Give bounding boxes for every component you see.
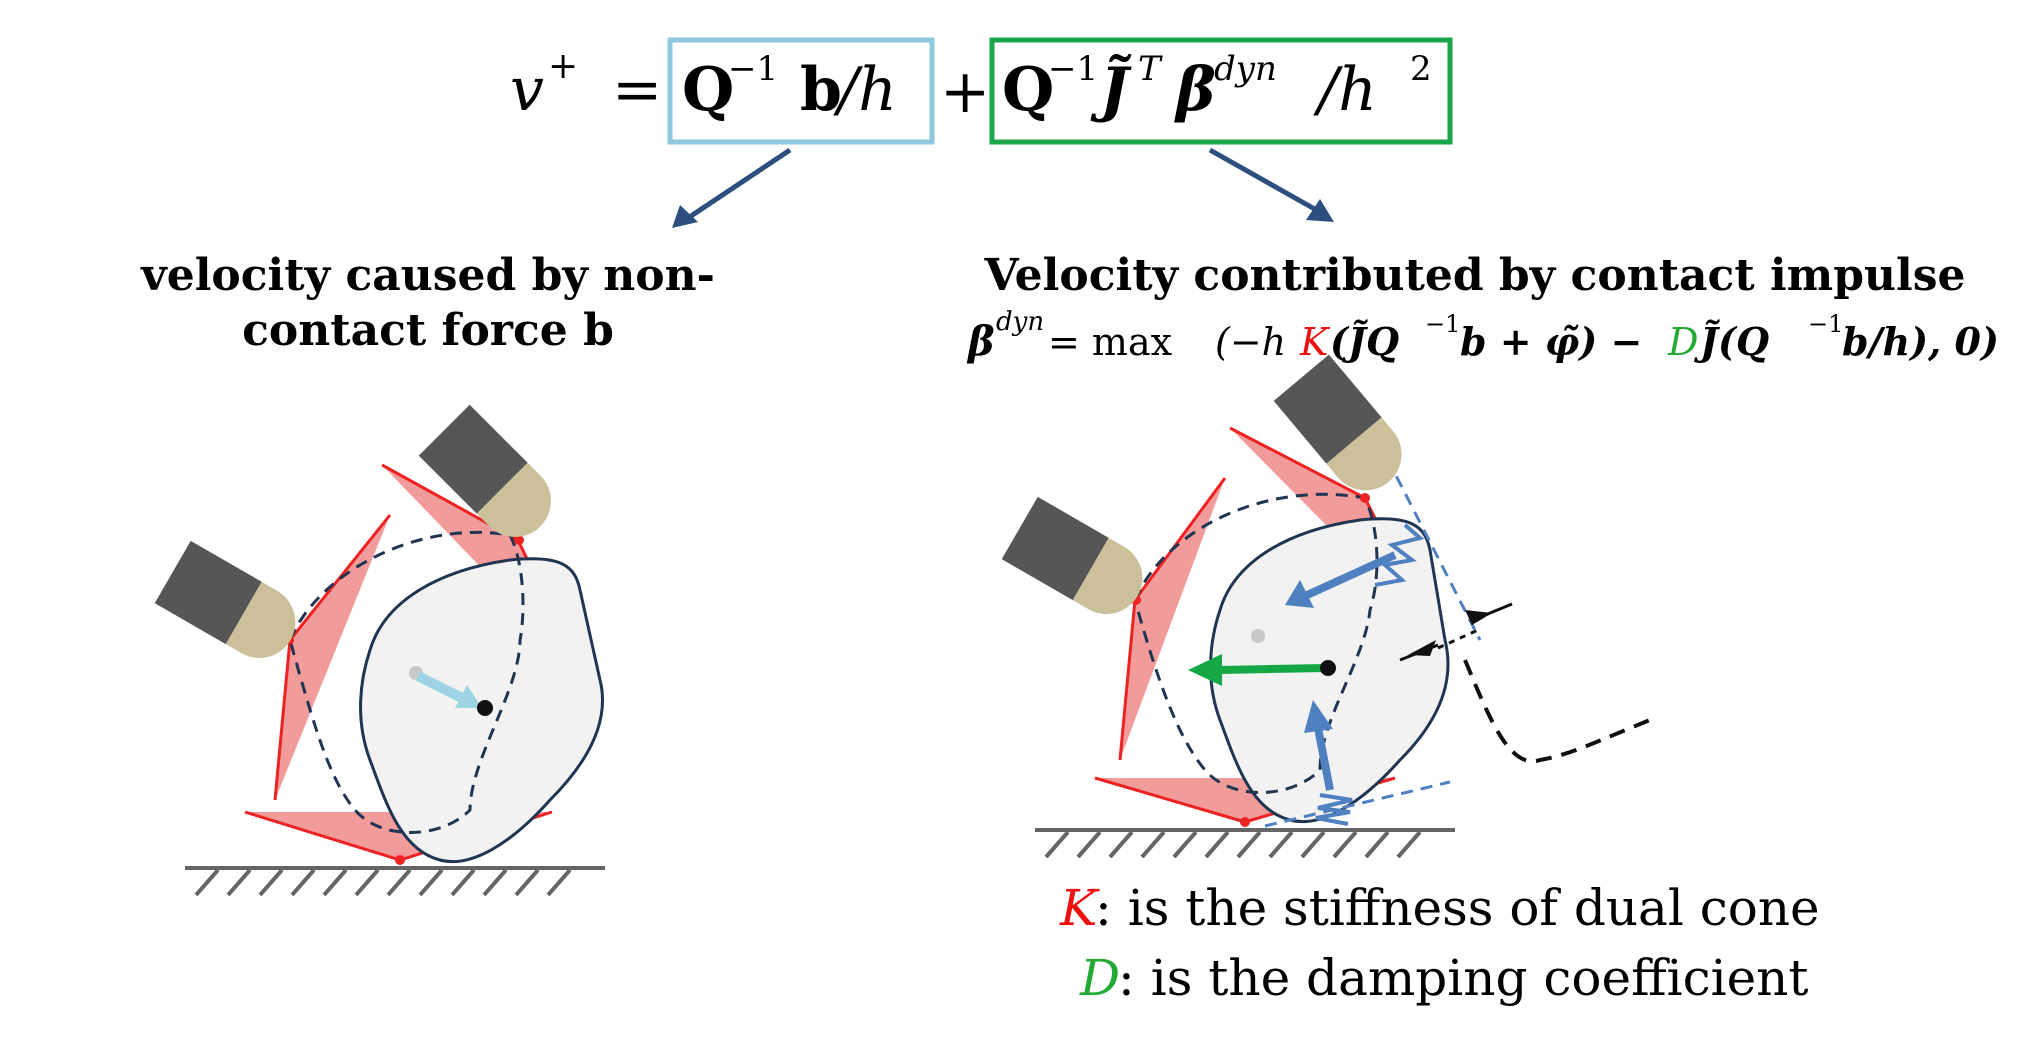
impulse-arrow-top — [1303, 551, 1397, 600]
arrow-to-right-caption — [1208, 147, 1322, 215]
eq-equals: = — [612, 55, 662, 125]
formula-part3: b + φ̃) − — [1460, 319, 1642, 364]
gripper-side-right — [1001, 496, 1143, 614]
box2-beta: β — [1174, 55, 1216, 125]
formula-part5: b/h), 0) — [1842, 319, 1999, 364]
gap-arrowhead-left — [1408, 640, 1436, 656]
legend-K-symbol: K — [1059, 879, 1100, 937]
legend-K-text: : is the stiffness of dual cone — [1095, 879, 1820, 937]
com-current-right — [1320, 660, 1336, 676]
noncontact-term-box — [667, 37, 935, 145]
box1-Q: Q — [682, 55, 734, 125]
gripper-side-left — [154, 540, 296, 658]
gap-arrow-right — [1477, 602, 1513, 620]
formula-beta-sup: dyn — [996, 307, 1044, 337]
gripper-tip — [476, 462, 551, 537]
contact-term-box — [989, 37, 1453, 145]
left-caption-line1: velocity caused by non- — [140, 250, 715, 301]
gripper-tip — [1072, 537, 1143, 614]
formula-part2: (J̃Q — [1330, 319, 1399, 364]
legend-D-text: : is the damping coefficient — [1118, 949, 1808, 1007]
trajectory-curve — [1463, 659, 1651, 764]
formula-sup2: −1 — [1808, 310, 1843, 338]
right-illustration — [1001, 354, 1651, 859]
velocity-arrow-left — [415, 671, 465, 703]
spring-top — [1374, 523, 1425, 587]
com-current-left — [477, 700, 493, 716]
gripper-body — [1273, 354, 1382, 464]
box1-Q-sup: −1 — [728, 49, 778, 89]
gripper-top-left — [418, 404, 551, 537]
object-previous-left — [288, 530, 525, 834]
gripper-body — [418, 404, 528, 514]
gap-arrow-left — [1399, 643, 1439, 662]
formula-part4: J̃(Q — [1694, 319, 1769, 364]
eq-lhs: v — [510, 55, 544, 125]
formula-eq-max: = max — [1048, 320, 1172, 364]
box2-rest: /h — [1313, 55, 1377, 125]
box1-b: b — [800, 55, 842, 125]
box1-rest: /h — [833, 55, 897, 125]
box2-Q-sup: −1 — [1048, 49, 1098, 89]
eq-plus: + — [940, 57, 990, 127]
formula-beta: β — [966, 318, 995, 365]
formula-sup1: −1 — [1425, 310, 1460, 338]
beta-dyn-formula: β dyn = max (−h K (J̃Q −1 b + φ̃) − D J̃… — [966, 307, 1999, 365]
gripper-top-right — [1273, 354, 1402, 491]
spring-bottom — [1315, 793, 1353, 826]
legend-D-symbol: D — [1079, 949, 1120, 1007]
formula-D: D — [1667, 320, 1698, 364]
contact-point-bottom-left — [395, 855, 405, 865]
gripper-tip — [1326, 417, 1402, 491]
impulse-arrowhead-bottom — [1304, 700, 1333, 733]
box2-beta-sup: dyn — [1214, 49, 1277, 89]
cone-side-right — [1120, 478, 1225, 760]
box2-Q: Q — [1002, 55, 1054, 125]
left-illustration — [154, 404, 605, 897]
ground-hatch-right — [1044, 830, 1422, 859]
object-previous-right — [1133, 492, 1379, 794]
cone-side-left — [275, 515, 390, 800]
ground-hatch-left — [194, 868, 572, 897]
com-previous-right — [1251, 629, 1265, 643]
contact-point-top-right — [1360, 493, 1370, 503]
box2-rest-sup: 2 — [1410, 49, 1432, 89]
arrow-to-left-caption — [681, 147, 792, 223]
arrow-head-right — [1306, 199, 1334, 222]
main-equation: v + = Q −1 b /h + Q −1 J̃ T β dyn /h 2 — [510, 37, 1453, 145]
box2-J-sup: T — [1138, 49, 1163, 89]
formula-K: K — [1299, 320, 1331, 364]
gripper-body — [154, 540, 262, 645]
eq-lhs-sup: + — [548, 46, 578, 87]
velocity-arrowhead-left — [455, 685, 482, 708]
impulse-arrowhead-top — [1285, 580, 1314, 608]
left-caption-line2: contact force b — [242, 305, 614, 356]
impulse-arrow-bottom — [1314, 727, 1334, 791]
gripper-body — [1001, 496, 1109, 601]
velocity-arrow-right — [1219, 664, 1326, 674]
contact-point-bottom-right — [1240, 817, 1250, 827]
tangent-line-bottom — [1264, 780, 1451, 828]
velocity-arrowhead-right — [1188, 654, 1222, 686]
legend: K : is the stiffness of dual cone D : is… — [1059, 879, 1820, 1007]
right-caption-title: Velocity contributed by contact impulse — [984, 250, 1966, 301]
arrow-head-left — [672, 205, 698, 228]
gap-line — [1437, 628, 1479, 650]
gripper-tip — [225, 581, 296, 658]
contact-point-top-left — [514, 535, 524, 545]
formula-part1: (−h — [1215, 320, 1286, 364]
